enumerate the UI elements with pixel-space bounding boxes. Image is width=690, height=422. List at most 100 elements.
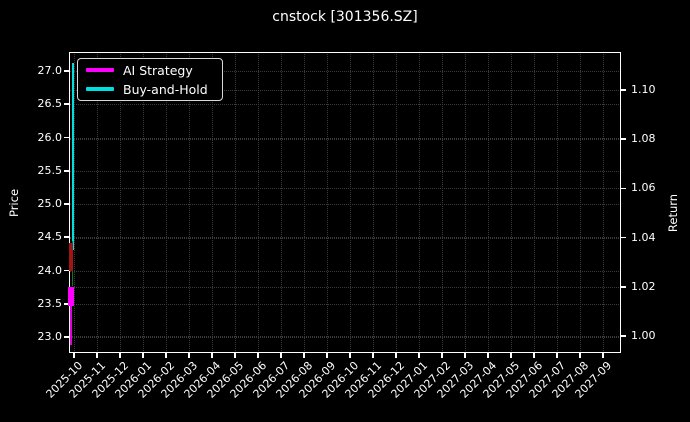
ai-strategy-blob xyxy=(67,286,74,307)
x-tick-mark xyxy=(142,353,144,358)
price-grid-line xyxy=(69,104,621,106)
x-tick-mark xyxy=(533,353,535,358)
plot-area xyxy=(69,52,621,353)
x-grid-line xyxy=(258,52,259,353)
price-tick-label: 23.0 xyxy=(37,330,63,343)
return-grid-line xyxy=(69,286,621,288)
price-grid-line xyxy=(69,170,621,172)
x-tick-mark xyxy=(349,353,351,358)
x-tick-mark xyxy=(326,353,328,358)
x-tick-mark xyxy=(280,353,282,358)
legend-item: AI Strategy xyxy=(86,62,214,78)
x-grid-line xyxy=(235,52,236,353)
return-tick-label: 1.02 xyxy=(631,279,656,293)
x-grid-line xyxy=(350,52,351,353)
legend-item-label: AI Strategy xyxy=(123,62,193,78)
x-grid-line xyxy=(580,52,581,353)
return-tick-label: 1.10 xyxy=(631,83,656,96)
x-tick-mark xyxy=(96,353,98,358)
x-tick-mark xyxy=(73,353,75,358)
price-tick-mark xyxy=(64,203,69,205)
x-grid-line xyxy=(74,52,75,353)
legend-item-label: Buy-and-Hold xyxy=(123,81,208,97)
ai-strategy-tail xyxy=(69,306,72,345)
x-tick-mark xyxy=(372,353,374,358)
price-tick-mark xyxy=(64,269,69,272)
x-grid-line xyxy=(166,52,167,353)
buy-and-hold-spike xyxy=(71,62,74,250)
x-grid-line xyxy=(396,52,397,353)
return-grid-line xyxy=(69,90,621,91)
x-grid-line xyxy=(143,52,144,353)
x-grid-line xyxy=(281,52,282,353)
x-tick-mark xyxy=(556,353,558,358)
x-tick-mark xyxy=(602,353,604,358)
return-tick-label: 1.06 xyxy=(631,181,656,195)
x-grid-line xyxy=(373,52,374,353)
return-tick-label: 1.04 xyxy=(631,230,656,244)
legend-line-swatch xyxy=(86,68,114,72)
x-grid-line xyxy=(189,52,190,353)
x-tick-mark xyxy=(165,353,167,358)
x-grid-line xyxy=(327,52,328,353)
return-grid-line xyxy=(69,188,621,190)
return-grid-line xyxy=(69,336,621,337)
price-tick-label: 23.5 xyxy=(37,296,63,310)
price-tick-mark xyxy=(64,302,69,305)
return-tick-mark xyxy=(621,89,626,91)
x-tick-mark xyxy=(510,353,512,358)
price-grid-line xyxy=(69,303,621,305)
x-grid-line xyxy=(603,52,604,353)
price-tick-mark xyxy=(64,136,69,139)
return-tick-mark xyxy=(621,286,626,288)
price-grid-line xyxy=(69,71,621,72)
price-tick-mark xyxy=(64,236,69,239)
legend-line-swatch xyxy=(86,87,114,91)
x-grid-line xyxy=(212,52,213,353)
x-grid-line xyxy=(534,52,535,353)
price-grid-line xyxy=(69,270,621,272)
return-grid-line xyxy=(69,237,621,239)
candle-body xyxy=(69,243,73,272)
x-grid-line xyxy=(557,52,558,353)
return-tick-label: 1.00 xyxy=(631,329,656,342)
x-grid-line xyxy=(442,52,443,353)
x-tick-mark xyxy=(303,353,305,358)
right-axis-title: Return xyxy=(666,193,680,233)
price-tick-label: 24.5 xyxy=(37,230,63,244)
price-tick-label: 24.0 xyxy=(37,263,63,277)
price-tick-mark xyxy=(64,336,69,338)
legend-item: Buy-and-Hold xyxy=(86,81,214,97)
x-grid-line xyxy=(304,52,305,353)
return-tick-mark xyxy=(621,187,626,190)
price-tick-label: 26.0 xyxy=(37,130,63,144)
return-grid-line xyxy=(69,139,621,141)
x-tick-mark xyxy=(188,353,190,358)
x-tick-mark xyxy=(464,353,466,358)
x-tick-mark xyxy=(487,353,489,358)
price-grid-line xyxy=(69,337,621,338)
return-tick-mark xyxy=(621,335,626,337)
x-tick-mark xyxy=(234,353,236,358)
price-tick-mark xyxy=(64,103,69,106)
x-grid-line xyxy=(97,52,98,353)
x-grid-line xyxy=(465,52,466,353)
return-tick-mark xyxy=(621,236,626,239)
legend: AI Strategy Buy-and-Hold xyxy=(77,58,223,101)
x-tick-mark xyxy=(257,353,259,358)
x-tick-mark xyxy=(395,353,397,358)
price-tick-label: 25.0 xyxy=(37,197,63,210)
price-tick-label: 25.5 xyxy=(37,163,63,177)
return-tick-mark xyxy=(621,138,626,140)
price-grid-line xyxy=(69,204,621,205)
return-tick-label: 1.08 xyxy=(631,132,656,146)
price-tick-mark xyxy=(64,169,69,172)
price-grid-line xyxy=(69,137,621,139)
x-grid-line xyxy=(120,52,121,353)
price-tick-label: 26.5 xyxy=(37,97,63,111)
x-tick-mark xyxy=(441,353,443,358)
x-grid-line xyxy=(511,52,512,353)
x-tick-mark xyxy=(211,353,213,358)
x-tick-mark xyxy=(579,353,581,358)
